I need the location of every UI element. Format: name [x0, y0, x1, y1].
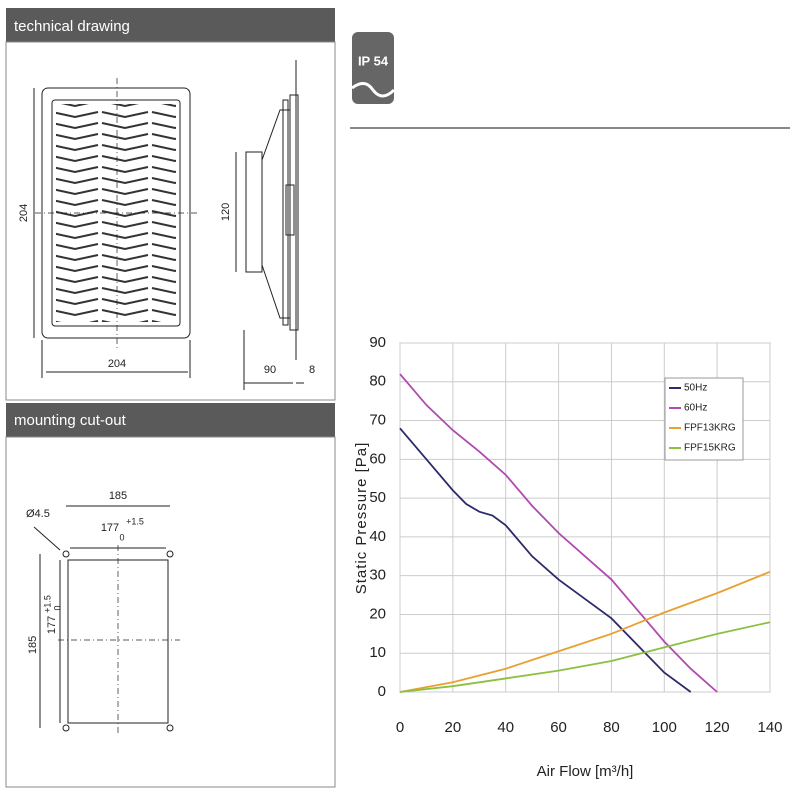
series-line — [399, 570, 771, 693]
dimension: 177 — [101, 522, 119, 534]
badge-text: IP 54 — [358, 53, 389, 68]
y-axis-title: Static Pressure [Pa] — [353, 442, 370, 595]
ip-badge — [352, 32, 394, 104]
y-tick-label: 10 — [369, 644, 386, 661]
dimension: 204 — [18, 204, 30, 222]
x-tick-label: 140 — [757, 719, 782, 736]
chart: Air Flow [m³/h] Static Pressure [Pa] 0 10… — [353, 334, 783, 780]
dimension: 0 — [119, 532, 124, 542]
y-tick-label: 70 — [369, 412, 386, 429]
dimension: 120 — [220, 203, 232, 221]
y-tick-label: 30 — [369, 567, 386, 584]
x-tick-label: 100 — [652, 719, 677, 736]
dimension: 8 — [309, 364, 315, 376]
series-line — [399, 427, 692, 693]
section-title: technical drawing — [14, 18, 130, 35]
y-tick-label: 90 — [369, 334, 386, 351]
dimension: 185 — [27, 636, 39, 654]
legend-box — [664, 377, 744, 461]
dimension: 90 — [264, 364, 276, 376]
series-line — [399, 621, 771, 693]
x-tick-label: 0 — [396, 719, 404, 736]
dimension: 204 — [108, 358, 126, 370]
section-header-bg — [6, 8, 335, 42]
section-frame — [5, 436, 336, 788]
section-title: mounting cut-out — [14, 412, 127, 429]
x-axis-title: Air Flow [m³/h] — [537, 763, 634, 780]
dimension: +1.5 — [126, 516, 144, 526]
y-tick-label: 0 — [378, 683, 386, 700]
legend-label: FPF13KRG — [684, 423, 736, 434]
x-tick-label: 80 — [603, 719, 620, 736]
x-tick-label: 120 — [705, 719, 730, 736]
series-line — [399, 373, 718, 693]
x-tick-label: 60 — [550, 719, 567, 736]
dimension: 177 — [46, 616, 58, 634]
dimension: 185 — [109, 490, 127, 502]
x-tick-label: 20 — [445, 719, 462, 736]
x-tick-label: 40 — [497, 719, 514, 736]
section-header-bg — [6, 403, 335, 437]
dimension: +1.5 — [42, 595, 52, 613]
y-tick-label: 20 — [369, 605, 386, 622]
dimension: Ø4.5 — [26, 508, 50, 520]
y-tick-label: 60 — [369, 450, 386, 467]
dimension: 0 — [52, 605, 62, 610]
y-tick-label: 50 — [369, 489, 386, 506]
front-view — [33, 78, 200, 378]
y-tick-label: 40 — [369, 528, 386, 545]
side-view — [235, 60, 304, 390]
section-frame — [5, 41, 336, 401]
legend-label: 50Hz — [684, 383, 707, 394]
y-tick-label: 80 — [369, 373, 386, 390]
legend-label: FPF15KRG — [684, 443, 736, 454]
cutout-drawing — [33, 505, 180, 735]
badge-wave — [351, 82, 396, 98]
legend-label: 60Hz — [684, 403, 707, 414]
